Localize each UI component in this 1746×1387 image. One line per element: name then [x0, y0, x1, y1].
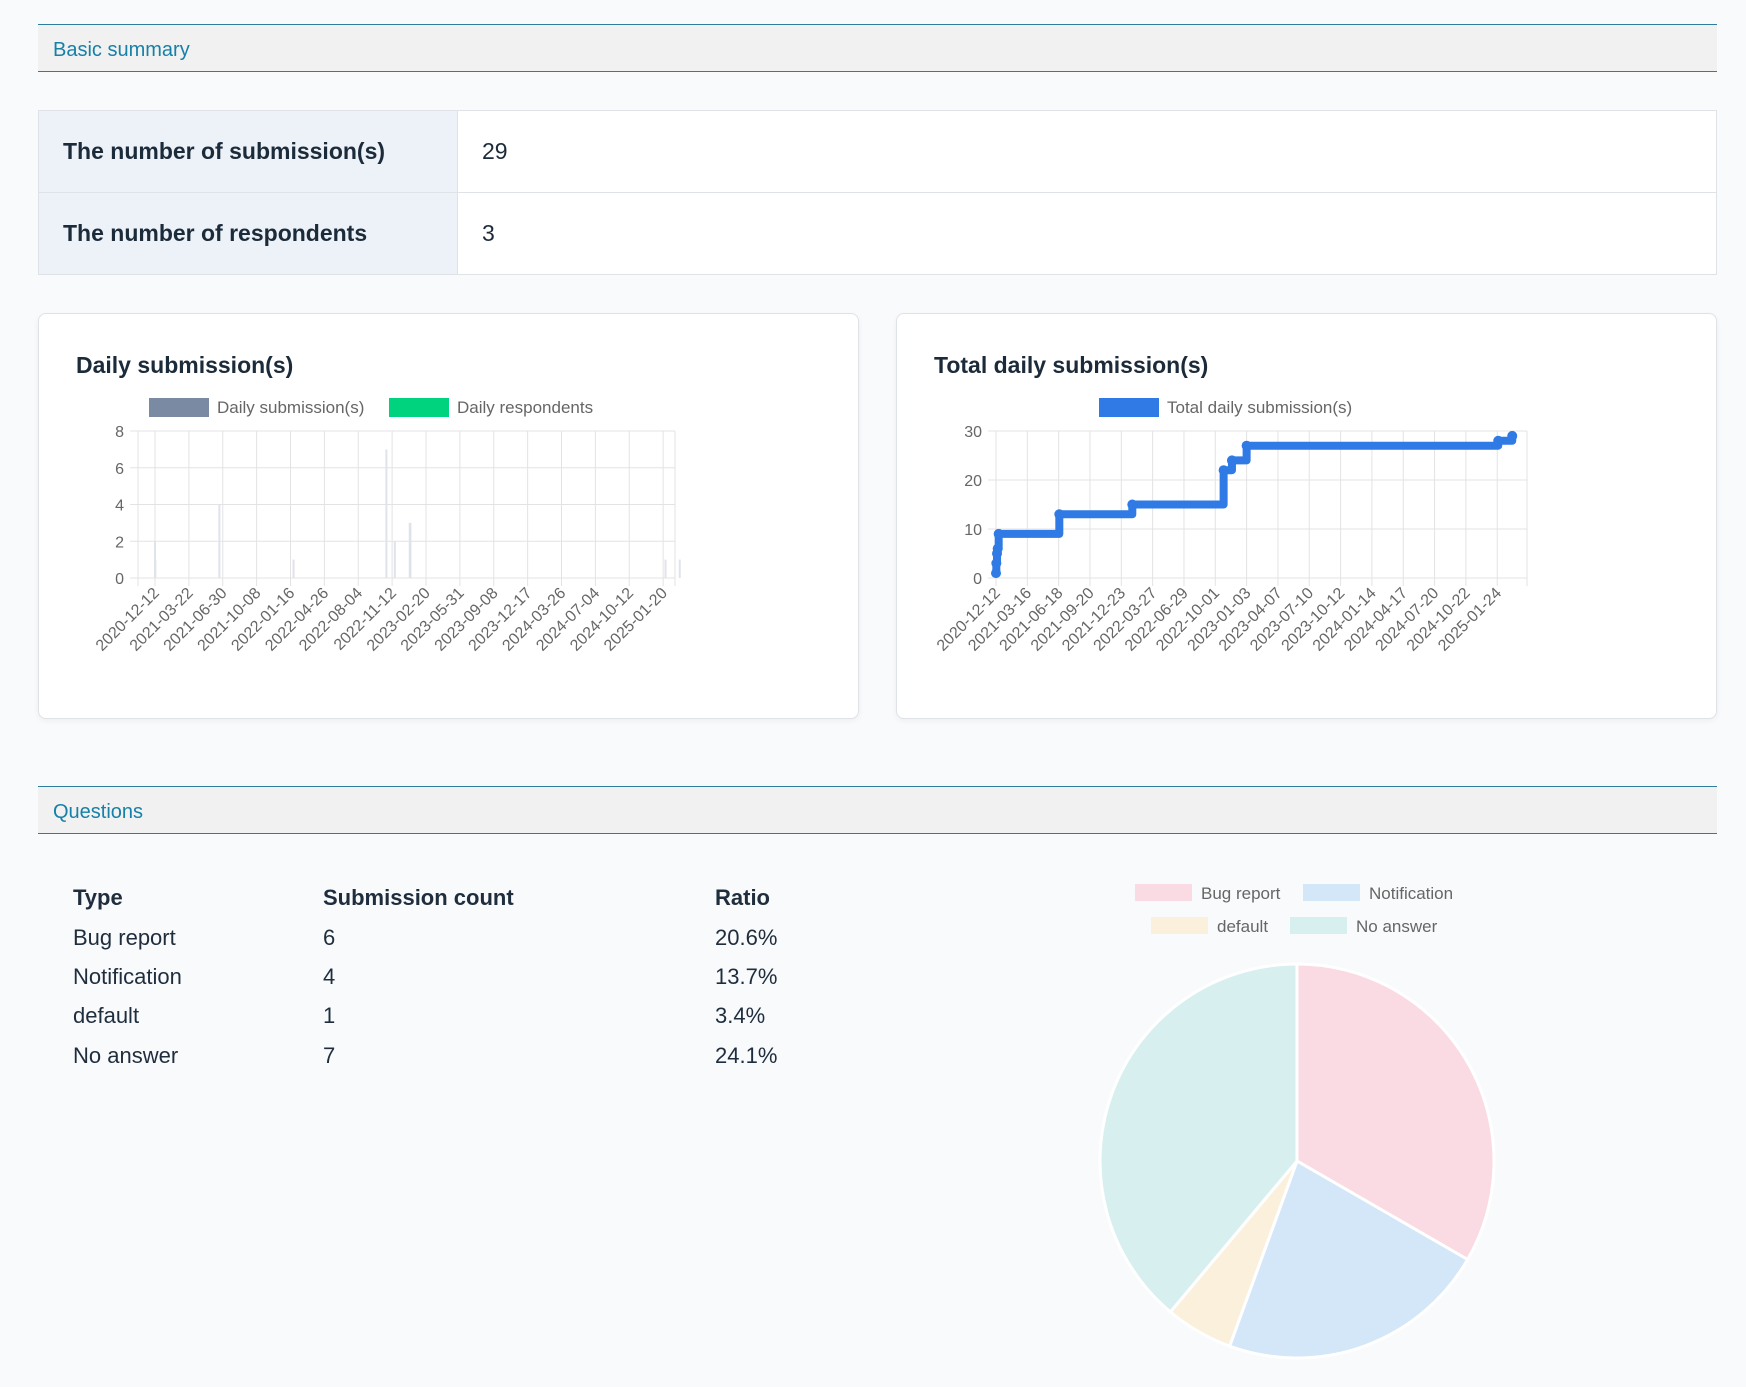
daily-submissions-chart: Daily submission(s) Daily respondents 0 2 4 6… — [93, 398, 681, 655]
data-point — [1493, 435, 1504, 446]
legend-swatch — [149, 398, 209, 417]
daily-card-title: Daily submission(s) — [76, 352, 294, 378]
pie-slice — [1295, 962, 1496, 1262]
count-cell: 1 — [323, 1003, 336, 1028]
questions-header: Questions — [38, 786, 1717, 834]
submissions-label: The number of submission(s) — [38, 110, 458, 193]
legend-swatch — [1303, 884, 1360, 901]
data-point — [1127, 499, 1138, 510]
data-point — [1241, 440, 1252, 451]
table-row: Bug report 6 20.6% — [73, 925, 833, 965]
table-header-row: Type Submission count Ratio — [73, 885, 833, 925]
count-cell: 4 — [323, 964, 336, 989]
data-point — [991, 558, 1002, 569]
legend-label: No answer — [1356, 917, 1438, 936]
table-row: The number of respondents 3 — [38, 192, 1717, 275]
count-cell: 7 — [323, 1043, 336, 1068]
type-cell: Notification — [73, 964, 182, 989]
daily-bar — [292, 559, 295, 578]
respondents-label: The number of respondents — [38, 192, 458, 275]
data-point — [1226, 455, 1237, 466]
daily-bar — [664, 559, 667, 578]
y-tick-label: 0 — [115, 571, 124, 588]
legend-swatch — [1099, 398, 1159, 417]
data-point — [992, 543, 1003, 554]
daily-bar — [385, 449, 388, 578]
column-header-count: Submission count — [323, 885, 514, 910]
data-point — [991, 568, 1001, 579]
count-cell: 6 — [323, 925, 336, 950]
table-row: The number of submission(s) 29 — [38, 110, 1717, 193]
column-header-type: Type — [73, 885, 123, 910]
y-tick-label: 30 — [964, 424, 982, 441]
legend-swatch — [1135, 884, 1192, 901]
data-point — [993, 528, 1004, 539]
total-card-title: Total daily submission(s) — [934, 352, 1209, 378]
submissions-value: 29 — [457, 110, 1717, 193]
daily-bar — [154, 559, 157, 578]
data-point — [1507, 430, 1518, 441]
y-tick-label: 20 — [964, 473, 982, 490]
pie-slice — [1098, 962, 1299, 1315]
table-row: No answer 7 24.1% — [73, 1043, 833, 1083]
daily-submissions-card: Daily submission(s) Daily submission(s) D… — [38, 313, 859, 719]
type-cell: default — [73, 1003, 140, 1028]
basic-summary-title: Basic summary — [53, 39, 190, 61]
ratio-cell: 3.4% — [715, 1003, 766, 1028]
legend-label: Notification — [1369, 884, 1453, 903]
ratio-cell: 20.6% — [715, 925, 778, 950]
daily-bar — [393, 541, 396, 578]
daily-bar — [218, 504, 221, 578]
questions-title: Questions — [53, 801, 144, 823]
type-cell: Bug report — [73, 925, 176, 950]
legend-swatch — [389, 398, 449, 417]
y-tick-label: 4 — [115, 498, 124, 515]
y-tick-label: 8 — [115, 424, 124, 441]
legend-label: default — [1217, 917, 1268, 936]
legend-label: Daily respondents — [457, 398, 593, 417]
legend-swatch — [1151, 917, 1208, 934]
table-row: Notification 4 13.7% — [73, 964, 833, 1004]
legend-label: Total daily submission(s) — [1167, 398, 1352, 417]
legend-label: Bug report — [1201, 884, 1281, 903]
y-tick-label: 0 — [973, 571, 982, 588]
daily-bar — [409, 522, 412, 578]
questions-pie-chart: Bug report Notification default No answer — [1098, 884, 1496, 1360]
legend-swatch — [1290, 917, 1347, 934]
type-cell: No answer — [73, 1043, 179, 1068]
y-tick-label: 6 — [115, 461, 124, 478]
ratio-cell: 13.7% — [715, 964, 778, 989]
daily-bar — [678, 559, 681, 578]
data-point — [1218, 465, 1229, 476]
respondents-value: 3 — [457, 192, 1717, 275]
column-header-ratio: Ratio — [715, 885, 770, 910]
total-submissions-chart: Total daily submission(s)01020302020-12-… — [934, 398, 1528, 655]
y-tick-label: 2 — [115, 534, 124, 551]
y-tick-label: 10 — [964, 522, 982, 539]
pie-slice — [1227, 1158, 1470, 1360]
legend-label: Daily submission(s) — [217, 398, 364, 417]
table-row: default 1 3.4% — [73, 1003, 833, 1043]
data-point — [1054, 509, 1065, 520]
summary-table: The number of submission(s) 29 The numbe… — [38, 110, 1717, 275]
total-submissions-card: Total daily submission(s) Total daily su… — [896, 313, 1717, 719]
ratio-cell: 24.1% — [715, 1043, 778, 1068]
basic-summary-header: Basic summary — [38, 24, 1717, 72]
